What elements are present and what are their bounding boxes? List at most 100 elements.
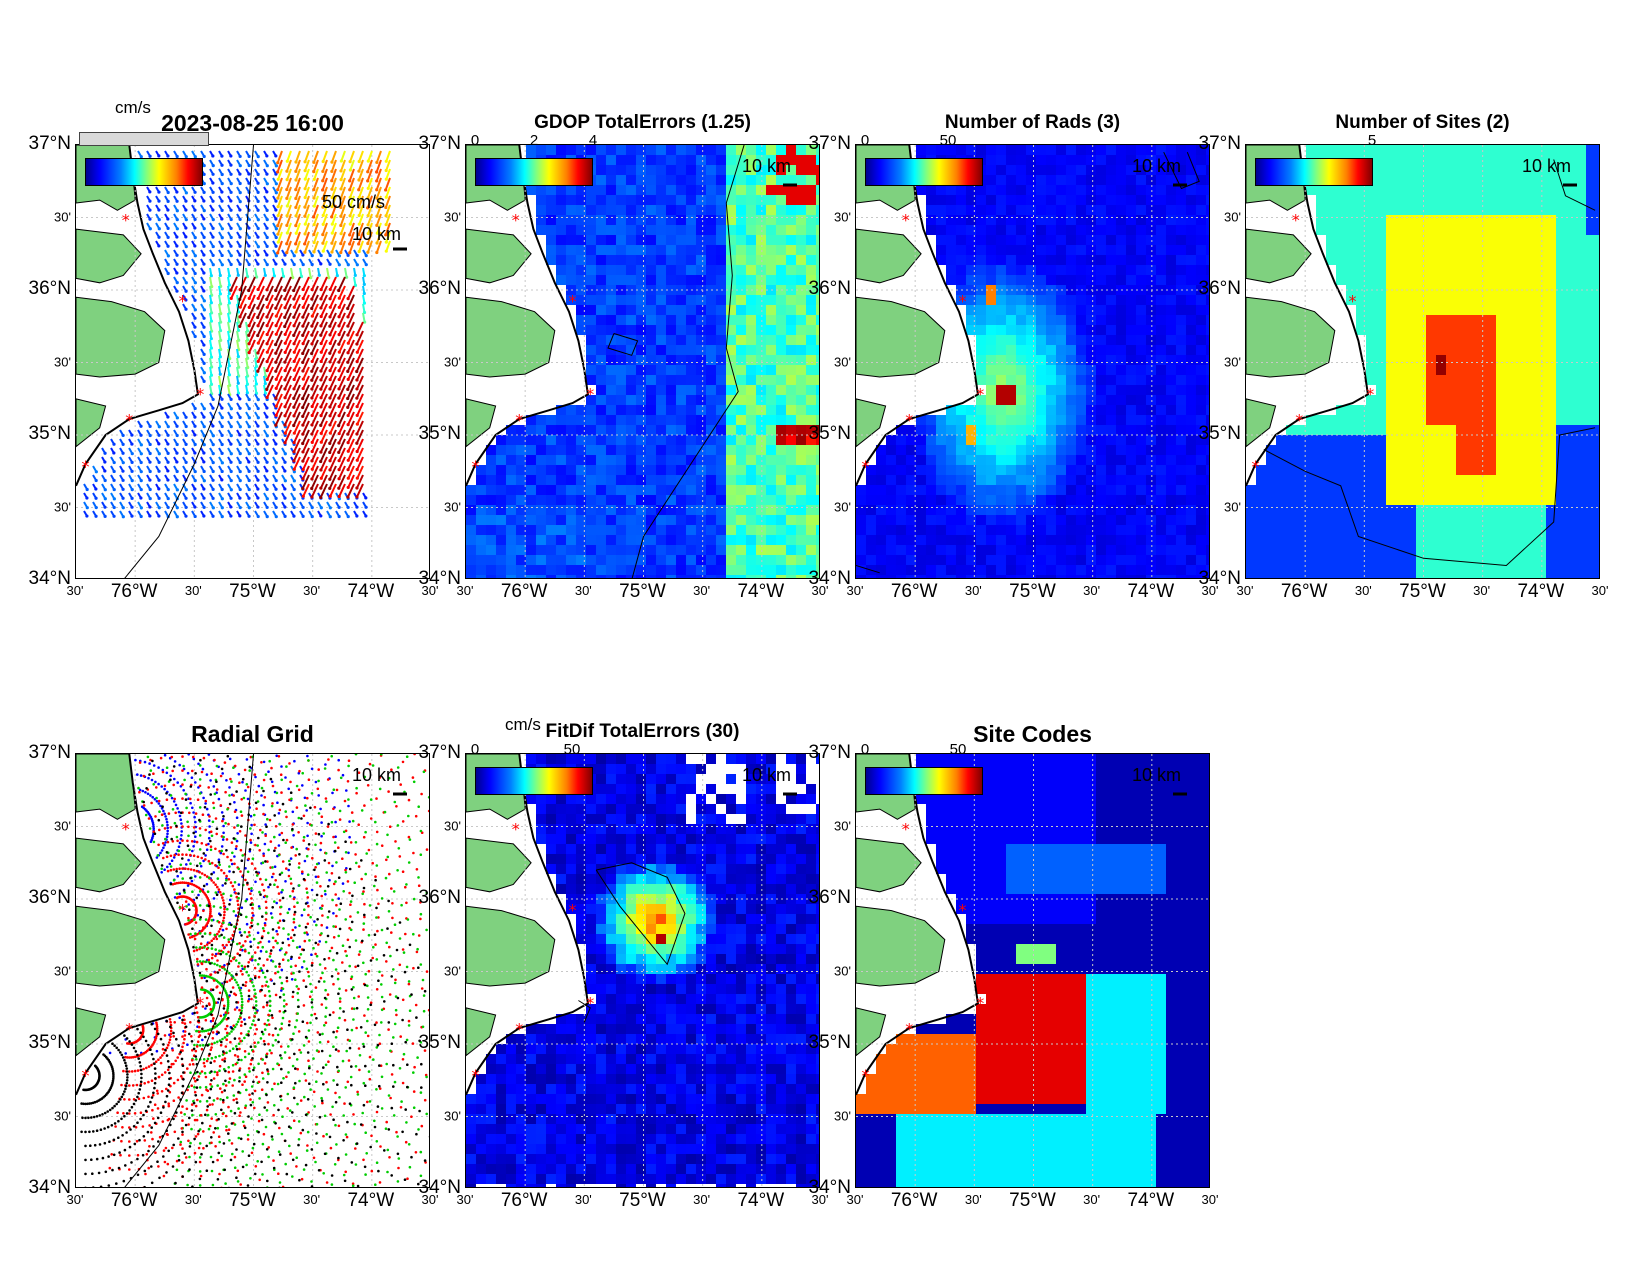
velocity-arrowhead [283, 306, 287, 310]
velocity-arrowhead [303, 250, 307, 254]
field-cell [936, 235, 946, 245]
field-cell [1196, 275, 1206, 285]
field-cell [916, 535, 926, 545]
field-cell [1036, 575, 1046, 578]
field-cell [756, 155, 766, 165]
velocity-arrowhead [193, 298, 197, 302]
field-cell [1036, 545, 1046, 555]
field-cell [1146, 295, 1156, 305]
field-cell [1116, 515, 1126, 525]
velocity-arrow [349, 150, 355, 162]
field-cell [926, 185, 936, 195]
field-cell [796, 305, 806, 315]
field-cell [1196, 325, 1206, 335]
velocity-arrow [286, 195, 292, 207]
field-cell [1036, 345, 1046, 355]
field-cell [646, 465, 656, 475]
field-cell [926, 415, 936, 425]
field-cell [1166, 455, 1176, 465]
field-cell [726, 155, 736, 165]
velocity-arrow [311, 384, 319, 399]
field-cell [606, 205, 616, 215]
velocity-arrow [257, 330, 265, 344]
velocity-arrowhead [211, 208, 215, 212]
velocity-arrowhead [254, 373, 258, 377]
velocity-arrowhead [274, 199, 278, 203]
field-cell [1306, 185, 1316, 195]
field-cell [1066, 515, 1076, 525]
field-cell [696, 535, 706, 545]
velocity-arrowhead [112, 497, 116, 501]
field-cell [1026, 345, 1036, 355]
field-cell [936, 485, 946, 495]
field-cell [606, 575, 616, 578]
velocity-arrowhead [362, 291, 366, 296]
velocity-arrowhead [337, 459, 341, 463]
field-cell [1056, 195, 1066, 205]
field-cell [1096, 265, 1106, 275]
field-cell [556, 535, 566, 545]
velocity-arrowhead [175, 416, 179, 420]
velocity-arrow [294, 186, 301, 199]
velocity-arrowhead [292, 333, 296, 338]
field-cell [1206, 365, 1209, 375]
field-cell [616, 315, 626, 325]
field-cell [1066, 195, 1076, 205]
field-cell [996, 235, 1006, 245]
field-cell [886, 505, 896, 515]
field-cell [616, 545, 626, 555]
field-cell [996, 245, 1006, 255]
velocity-arrow [358, 168, 364, 181]
scale-label: 10 km [742, 156, 792, 176]
field-cell [706, 155, 716, 165]
velocity-arrowhead [265, 514, 269, 519]
field-cell [676, 205, 686, 215]
field-cell [1136, 145, 1146, 155]
field-cell [1006, 345, 1016, 355]
field-cell [816, 275, 819, 285]
velocity-arrowhead [247, 236, 251, 240]
field-cell [806, 535, 816, 545]
velocity-arrow [312, 177, 319, 190]
field-cell [1096, 535, 1106, 545]
field-cell [696, 545, 706, 555]
field-cell [976, 215, 986, 225]
field-cell [686, 545, 696, 555]
velocity-arrowhead [247, 496, 251, 500]
velocity-arrowhead [193, 505, 197, 509]
velocity-arrowhead [335, 273, 339, 278]
velocity-arrow [310, 294, 319, 309]
field-cell [1286, 505, 1296, 515]
velocity-arrow [286, 150, 292, 162]
velocity-arrowhead [283, 441, 287, 445]
map-panel-p2: GDOP TotalErrors (1.25) * * * * * 10 km 0 2 4 37°N… [419, 112, 829, 602]
field-cell [1026, 535, 1036, 545]
velocity-arrowhead [276, 213, 280, 218]
velocity-arrowhead [274, 478, 278, 483]
field-cell [816, 225, 819, 235]
field-cell [1036, 305, 1046, 315]
field-cell [616, 455, 626, 465]
field-cell [806, 385, 816, 395]
field-cell [706, 265, 716, 275]
field-cell [1206, 535, 1209, 545]
field-cell [1176, 505, 1186, 515]
velocity-arrowhead [346, 422, 350, 427]
velocity-arrowhead [247, 442, 251, 446]
field-cell [766, 465, 776, 475]
velocity-arrow [302, 465, 310, 480]
field-cell [806, 525, 816, 535]
field-cell [626, 545, 636, 555]
velocity-arrow [276, 159, 283, 173]
field-cell [716, 305, 726, 315]
map-panel-p3: Number of Rads (3) * * * * * 10 km 0 50 37°N 30' 36… [809, 112, 1219, 602]
field-cell [1026, 385, 1036, 395]
field-cell [886, 525, 896, 535]
velocity-arrowhead [337, 494, 341, 499]
field-cell [1196, 295, 1206, 305]
field-cell [1056, 175, 1066, 185]
field-cell [766, 255, 776, 265]
velocity-arrowhead [247, 172, 251, 176]
field-cell [926, 555, 936, 565]
field-cell [776, 235, 786, 245]
